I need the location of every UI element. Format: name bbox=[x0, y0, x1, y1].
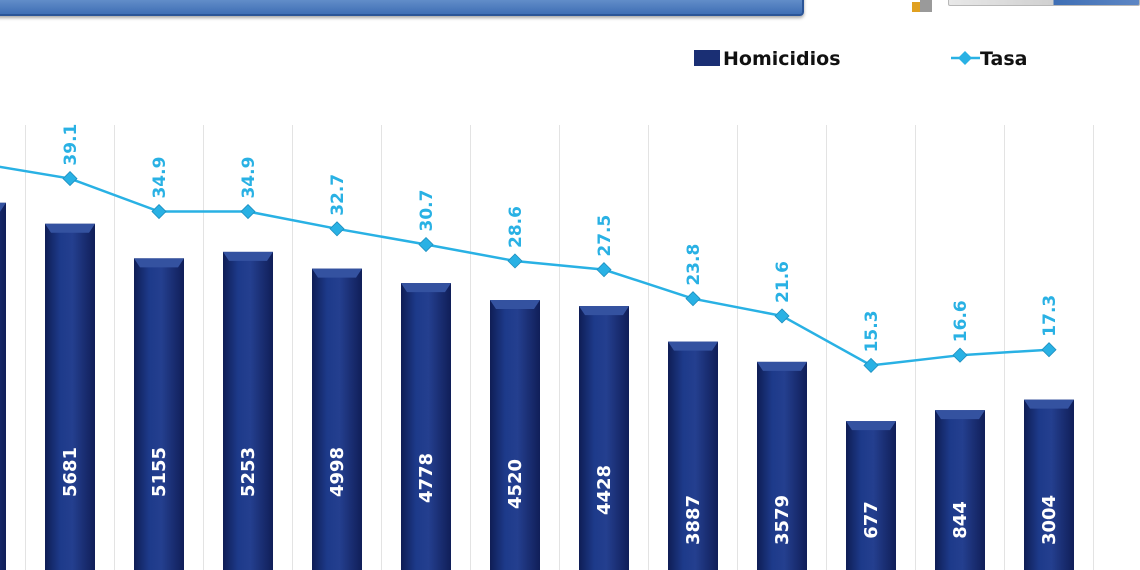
bar: 5155 bbox=[134, 258, 184, 570]
bar-data-label: 844 bbox=[950, 501, 971, 539]
bar-series: 5681 5155 5253 4998 4778 4520 4428 3887 3579 677 8… bbox=[0, 202, 1074, 570]
bar: 4428 bbox=[579, 306, 629, 570]
legend-tasa-marker bbox=[958, 51, 972, 65]
rate-data-label: 34.9 bbox=[150, 157, 170, 199]
rate-data-label: 34.9 bbox=[239, 157, 259, 199]
rate-data-label: 28.6 bbox=[506, 206, 526, 248]
bar: 3887 bbox=[668, 341, 718, 570]
rate-point bbox=[952, 347, 968, 363]
bar-data-label: 4428 bbox=[594, 465, 615, 515]
rate-point bbox=[774, 308, 790, 324]
rate-data-label: 32.7 bbox=[328, 174, 348, 216]
bar-bevel bbox=[223, 251, 273, 261]
bar-bevel bbox=[668, 341, 718, 351]
rate-point bbox=[329, 221, 345, 237]
rate-data-label: 15.3 bbox=[862, 310, 882, 352]
bar-body bbox=[490, 300, 540, 570]
gridlines bbox=[25, 125, 1094, 570]
rate-data-label: 23.8 bbox=[684, 244, 704, 286]
bar: 3004 bbox=[1024, 399, 1074, 570]
rate-data-label: 17.3 bbox=[1040, 295, 1060, 337]
rate-point bbox=[418, 236, 434, 253]
bar-bevel bbox=[579, 306, 629, 316]
rate-point bbox=[507, 253, 523, 269]
bar-bevel bbox=[312, 268, 362, 278]
rate-point bbox=[62, 170, 78, 187]
bar-bevel bbox=[134, 258, 184, 268]
bar: 5253 bbox=[223, 251, 273, 570]
rate-data-label: 21.6 bbox=[773, 261, 793, 303]
rate-point bbox=[151, 203, 167, 220]
bar-data-label: 4778 bbox=[416, 453, 437, 503]
bar bbox=[0, 202, 6, 570]
bar-body bbox=[134, 258, 184, 570]
bar-data-label: 3887 bbox=[683, 495, 704, 545]
bar-body bbox=[668, 341, 718, 570]
rate-data-label: 30.7 bbox=[417, 190, 437, 232]
bar-body bbox=[45, 223, 95, 570]
bar: 5681 bbox=[45, 223, 95, 570]
rate-data-label: 27.5 bbox=[595, 215, 615, 257]
rate-point bbox=[596, 262, 612, 278]
rate-point bbox=[863, 357, 879, 373]
bar: 4998 bbox=[312, 268, 362, 570]
rate-point bbox=[240, 203, 256, 220]
bar-body bbox=[935, 410, 985, 570]
rate-data-label: 39.1 bbox=[61, 124, 81, 166]
bar-body bbox=[312, 268, 362, 570]
bar-bevel bbox=[757, 361, 807, 371]
logo-icon bbox=[912, 0, 932, 12]
rate-point bbox=[1041, 342, 1057, 358]
bar-bevel bbox=[935, 410, 985, 420]
bar: 844 bbox=[935, 410, 985, 570]
legend: Homicidios Tasa bbox=[694, 48, 1027, 70]
bar-data-label: 5155 bbox=[149, 447, 170, 497]
bar-body bbox=[579, 306, 629, 570]
bar: 3579 bbox=[757, 361, 807, 570]
bar-body bbox=[1024, 399, 1074, 570]
bar-data-label: 4520 bbox=[505, 459, 526, 509]
title-banner bbox=[0, 0, 804, 16]
rate-series: 39.1 34.9 34.9 32.7 30.7 28.6 27.5 23.8 21.6 15.3… bbox=[0, 124, 1060, 373]
bar: 4778 bbox=[401, 283, 451, 570]
bar-bevel bbox=[45, 223, 95, 233]
bar-data-label: 3004 bbox=[1039, 495, 1060, 545]
bar: 677 bbox=[846, 421, 896, 570]
bar-body bbox=[223, 251, 273, 570]
rate-data-label: 16.6 bbox=[951, 300, 971, 342]
legend-homicidios-label: Homicidios bbox=[723, 48, 841, 70]
bar-body bbox=[0, 202, 6, 570]
bar-body bbox=[846, 421, 896, 570]
bar-bevel bbox=[401, 283, 451, 293]
bar-bevel bbox=[1024, 399, 1074, 409]
bar-bevel bbox=[490, 300, 540, 310]
bar-bevel bbox=[846, 421, 896, 431]
bar-bevel bbox=[0, 202, 6, 212]
bar-data-label: 3579 bbox=[772, 495, 793, 545]
bar-data-label: 5681 bbox=[60, 447, 81, 497]
legend-tasa-label: Tasa bbox=[980, 48, 1027, 70]
bar-body bbox=[401, 283, 451, 570]
bar-data-label: 5253 bbox=[238, 447, 259, 497]
legend-homicidios-swatch bbox=[694, 50, 720, 66]
bar: 4520 bbox=[490, 300, 540, 570]
bar-data-label: 4998 bbox=[327, 447, 348, 497]
bar-data-label: 677 bbox=[861, 501, 882, 539]
rate-point bbox=[685, 291, 701, 307]
bar-body bbox=[757, 361, 807, 570]
